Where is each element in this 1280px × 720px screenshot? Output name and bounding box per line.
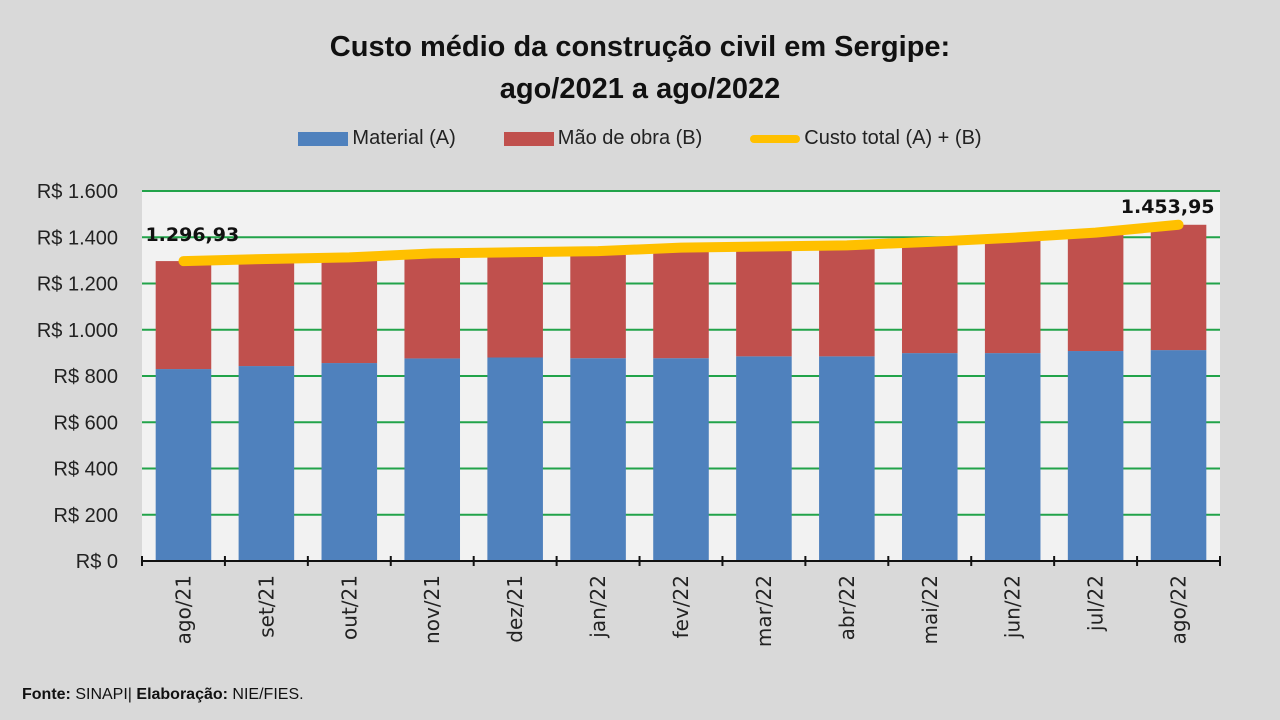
bar-material (1150, 350, 1207, 561)
elaboracao-label: Elaboração: (136, 686, 228, 703)
bar-mao-de-obra (404, 253, 461, 359)
x-tick-label: fev/22 (669, 575, 693, 638)
bar-mao-de-obra (321, 257, 378, 364)
bar-material (238, 366, 295, 561)
bar-material (404, 358, 461, 561)
fonte-value: SINAPI| (70, 686, 137, 703)
chart-title: Custo médio da construção civil em Sergi… (0, 26, 1280, 110)
legend-swatch-material (298, 131, 349, 146)
x-tick-label: nov/21 (420, 575, 444, 644)
y-tick-label: R$ 1.000 (37, 320, 118, 342)
bar-mao-de-obra (570, 251, 626, 359)
x-tick-label: jul/22 (1084, 575, 1108, 632)
fonte-label: Fonte: (22, 686, 71, 703)
chart-title-line2: ago/2021 a ago/2022 (499, 73, 781, 105)
x-tick-label: ago/21 (171, 575, 195, 644)
legend-label-custo-total: Custo total (A) + (B) (804, 127, 982, 149)
x-tick-label: abr/22 (835, 575, 859, 640)
bar-mao-de-obra (1150, 224, 1207, 351)
legend: Material (A) Mão de obra (B) Custo total… (0, 127, 1280, 150)
x-tick-label: jan/22 (586, 575, 610, 639)
bar-mao-de-obra (901, 241, 958, 354)
chart-title-line1: Custo médio da construção civil em Sergi… (329, 31, 951, 63)
x-tick-label: set/21 (254, 575, 278, 638)
legend-item-mao-de-obra: Mão de obra (B) (503, 127, 703, 150)
bar-mao-de-obra (1067, 232, 1124, 352)
x-tick-label: mai/22 (918, 575, 942, 644)
legend-label-mao-de-obra: Mão de obra (B) (557, 127, 703, 149)
bar-material (736, 356, 792, 561)
bar-material (984, 353, 1041, 561)
bar-material (653, 358, 709, 561)
bar-mao-de-obra (984, 237, 1041, 354)
legend-item-material: Material (A) (298, 127, 456, 150)
elaboracao-value: NIE/FIES. (227, 686, 304, 703)
bar-material (901, 353, 958, 561)
legend-swatch-custo-total (750, 134, 801, 143)
source-footer: Fonte: SINAPI| Elaboração: NIE/FIES. (22, 686, 304, 704)
bar-material (1067, 351, 1124, 561)
legend-swatch-mao-de-obra (503, 131, 554, 146)
x-tick-label: jun/22 (1001, 575, 1025, 639)
bar-material (487, 357, 543, 561)
y-tick-label: R$ 200 (54, 505, 119, 527)
bar-mao-de-obra (736, 246, 792, 357)
bar-material (155, 369, 212, 561)
y-tick-label: R$ 1.600 (37, 181, 118, 203)
x-tick-label: dez/21 (503, 575, 527, 643)
legend-label-material: Material (A) (352, 127, 456, 149)
bar-mao-de-obra (238, 258, 295, 367)
x-tick-label: ago/22 (1167, 575, 1191, 644)
y-tick-label: R$ 1.400 (37, 227, 118, 249)
y-tick-label: R$ 800 (54, 366, 119, 388)
data-label-total: 1.453,95 (1121, 196, 1215, 218)
y-tick-label: R$ 0 (76, 551, 118, 573)
bar-material (570, 358, 626, 561)
bar-mao-de-obra (487, 252, 543, 358)
x-tick-label: out/21 (337, 575, 361, 640)
bar-material (321, 363, 378, 561)
legend-item-custo-total: Custo total (A) + (B) (750, 127, 982, 150)
bar-mao-de-obra (653, 247, 709, 359)
y-tick-label: R$ 600 (54, 412, 119, 434)
y-tick-label: R$ 400 (54, 459, 119, 481)
data-label-total: 1.296,93 (145, 224, 239, 246)
bar-mao-de-obra (155, 261, 212, 370)
y-tick-label: R$ 1.200 (37, 274, 118, 296)
x-tick-label: mar/22 (752, 575, 776, 647)
bar-mao-de-obra (819, 245, 875, 357)
bar-material (819, 356, 875, 561)
